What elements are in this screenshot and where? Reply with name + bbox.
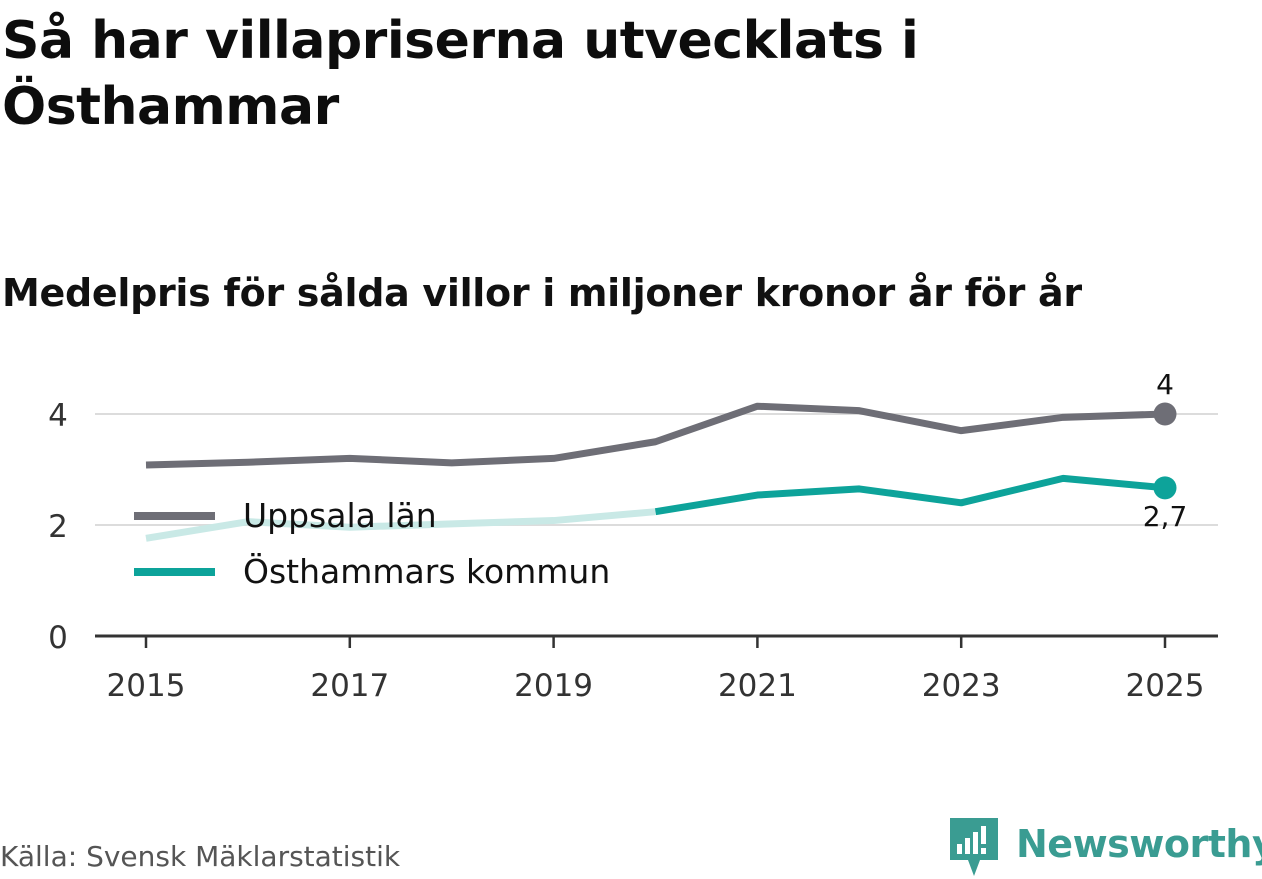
newsworthy-logo: Newsworthy bbox=[950, 818, 1262, 878]
chart-title: Så har villapriserna utvecklats i Östham… bbox=[2, 11, 919, 137]
series-1-end-label: 2,7 bbox=[1143, 500, 1188, 533]
legend-label-1: Östhammars kommun bbox=[243, 551, 610, 591]
chart-subtitle: Medelpris för sålda villor i miljoner kr… bbox=[2, 271, 1082, 315]
series-0-line bbox=[145, 402, 1166, 469]
x-tick-label-2017: 2017 bbox=[310, 668, 389, 704]
newsworthy-logo-icon bbox=[950, 818, 998, 876]
source-note: Källa: Svensk Mäklarstatistik bbox=[0, 840, 401, 873]
x-tick-label-2015: 2015 bbox=[107, 668, 186, 704]
x-tick-label-2023: 2023 bbox=[922, 668, 1001, 704]
x-tick-label-2025: 2025 bbox=[1126, 668, 1205, 704]
y-tick-label-2: 2 bbox=[48, 509, 68, 545]
series-1-line bbox=[654, 474, 1166, 516]
series-1-end-marker bbox=[1153, 476, 1177, 500]
series-1-line-faded bbox=[145, 508, 656, 542]
newsworthy-logo-text: Newsworthy bbox=[1016, 822, 1262, 866]
y-tick-label-4: 4 bbox=[48, 398, 68, 434]
line-chart: 0 2 4 2015 2017 2019 2021 2023 2025 4 2,7 Uppsala l… bbox=[48, 368, 1218, 704]
legend-label-0: Uppsala län bbox=[243, 496, 437, 535]
x-tick-label-2019: 2019 bbox=[514, 668, 593, 704]
y-tick-label-0: 0 bbox=[48, 620, 68, 656]
series-0-end-label: 4 bbox=[1156, 368, 1174, 401]
x-tick-label-2021: 2021 bbox=[718, 668, 797, 704]
series-0-end-marker bbox=[1153, 402, 1177, 426]
